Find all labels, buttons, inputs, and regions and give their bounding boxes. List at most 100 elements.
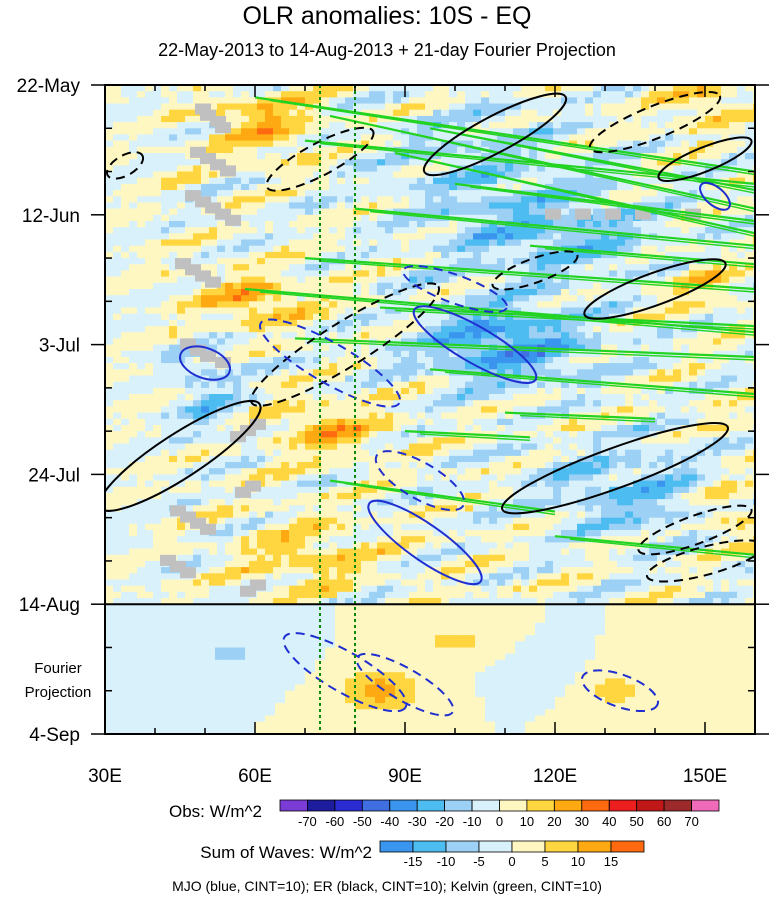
field-cell [521, 251, 530, 259]
field-cell [689, 97, 698, 105]
field-cell [177, 319, 186, 327]
field-cell [409, 375, 418, 383]
field-cell [713, 375, 722, 383]
field-cell [185, 363, 194, 370]
field-cell [265, 134, 274, 142]
field-cell [649, 91, 658, 98]
field-cell [185, 251, 194, 259]
field-cell [257, 363, 266, 370]
field-cell [129, 425, 138, 432]
field-cell [361, 332, 370, 339]
field-cell [513, 122, 522, 129]
field-cell [513, 208, 522, 216]
field-cell [121, 91, 130, 98]
field-cell [393, 196, 402, 204]
field-cell [689, 233, 698, 241]
field-cell [153, 406, 162, 414]
field-cell [257, 431, 266, 438]
field-cell [177, 122, 186, 129]
field-cell [177, 437, 186, 445]
field-cell [705, 344, 714, 352]
field-cell [361, 85, 370, 92]
field-cell [441, 190, 450, 197]
field-cell [561, 406, 570, 414]
field-cell [193, 412, 202, 420]
field-cell [417, 369, 426, 377]
field-cell [609, 221, 618, 228]
field-cell [369, 165, 378, 173]
field-cell [209, 301, 218, 309]
field-cell [601, 245, 610, 253]
field-cell [321, 115, 330, 123]
field-cell [145, 165, 154, 173]
field-cell [129, 227, 138, 234]
field-cell [329, 375, 338, 383]
field-cell [337, 177, 346, 185]
field-cell [465, 177, 474, 185]
field-cell [169, 276, 178, 284]
field-cell [657, 394, 666, 401]
field-cell [473, 146, 482, 154]
field-cell [169, 190, 178, 197]
field-cell [577, 97, 586, 105]
field-cell [169, 208, 178, 216]
field-cell [625, 239, 634, 247]
field-cell [529, 449, 538, 457]
field-cell [609, 455, 618, 463]
field-cell [457, 202, 466, 210]
field-cell [121, 221, 130, 228]
field-cell [305, 455, 314, 463]
field-cell [425, 400, 434, 407]
field-cell [441, 270, 450, 278]
field-cell [513, 258, 522, 265]
field-cell [321, 387, 330, 395]
field-cell [257, 270, 266, 278]
field-cell [665, 289, 674, 296]
field-cell [345, 196, 354, 204]
field-cell [241, 319, 250, 327]
field-cell [417, 344, 426, 352]
field-cell [745, 85, 754, 92]
field-cell [625, 251, 634, 259]
field-cell [217, 245, 226, 253]
field-cell [281, 214, 290, 222]
field-cell [417, 251, 426, 259]
field-cell [521, 406, 530, 414]
field-cell [225, 400, 234, 407]
field-cell [441, 258, 450, 265]
field-cell [393, 431, 402, 438]
field-cell [409, 443, 418, 451]
field-cell [225, 449, 234, 457]
field-cell [665, 344, 674, 352]
field-cell [409, 245, 418, 253]
field-cell [545, 239, 554, 247]
field-cell [329, 443, 338, 451]
field-cell [481, 258, 490, 265]
field-cell [721, 245, 730, 253]
field-cell [673, 233, 682, 241]
field-cell [329, 245, 338, 253]
field-cell [529, 245, 538, 253]
field-cell [601, 400, 610, 407]
field-cell [377, 449, 386, 457]
field-cell [257, 165, 266, 173]
field-cell [489, 449, 498, 457]
field-cell [601, 418, 610, 426]
field-cell [481, 122, 490, 129]
field-cell [601, 394, 610, 401]
field-cell [633, 146, 642, 154]
field-cell [609, 103, 618, 111]
field-cell [265, 313, 274, 321]
field-cell [481, 412, 490, 420]
field-cell [129, 159, 138, 166]
field-cell [121, 264, 130, 271]
field-cell [457, 91, 466, 98]
field-cell [705, 449, 714, 457]
field-cell [633, 394, 642, 401]
field-cell [393, 418, 402, 426]
field-cell [209, 443, 218, 451]
field-cell [729, 128, 738, 136]
field-cell [369, 214, 378, 222]
field-cell [657, 276, 666, 284]
